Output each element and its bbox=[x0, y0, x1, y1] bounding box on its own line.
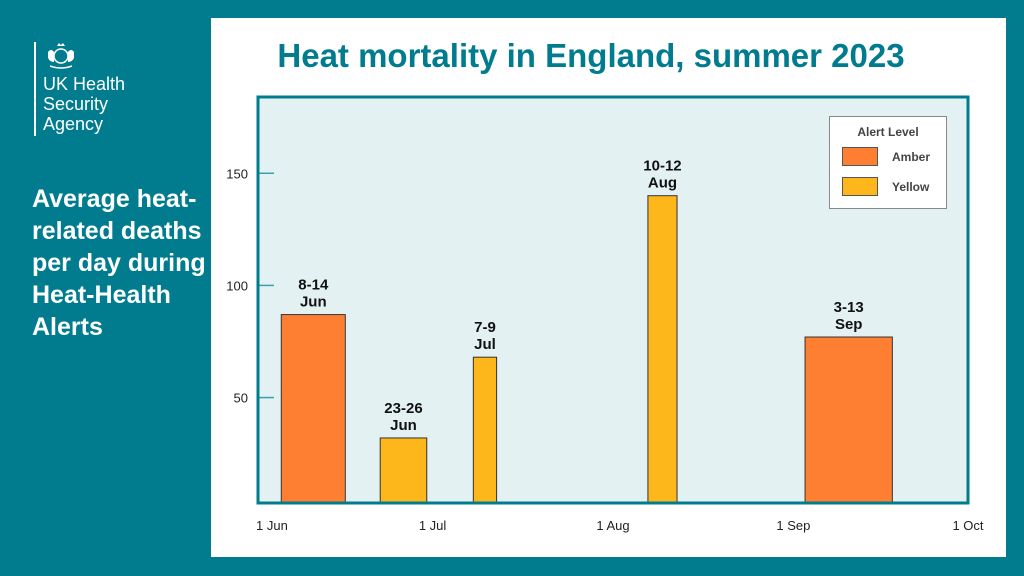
bar-label: 3-13 bbox=[834, 299, 864, 316]
bar-10-12-aug bbox=[647, 195, 678, 504]
x-tick-label: 1 Jun bbox=[256, 518, 288, 533]
royal-crest-icon bbox=[48, 43, 74, 69]
x-tick-label: 1 Aug bbox=[596, 518, 629, 533]
logo-divider bbox=[34, 42, 36, 136]
bar-label: 8-14 bbox=[298, 277, 329, 294]
bar-label: Jun bbox=[390, 417, 417, 434]
legend-label-amber: Amber bbox=[892, 150, 931, 164]
plot-frame bbox=[256, 95, 970, 505]
bar-label: Jul bbox=[474, 336, 496, 353]
bar-label: 23-26 bbox=[384, 400, 422, 417]
legend-title: Alert Level bbox=[857, 125, 919, 139]
y-tick-label: 150 bbox=[226, 166, 248, 181]
x-tick-label: 1 Jul bbox=[419, 518, 447, 533]
bar-3-13-sep bbox=[804, 336, 893, 504]
bar-label: 7-9 bbox=[474, 319, 496, 336]
bar-label: Jun bbox=[300, 294, 327, 311]
x-tick-label: 1 Sep bbox=[776, 518, 810, 533]
chart-title: Heat mortality in England, summer 2023 bbox=[277, 37, 905, 74]
y-tick-label: 100 bbox=[226, 278, 248, 293]
bar-label: Aug bbox=[648, 175, 677, 192]
org-name: UK Health Security Agency bbox=[43, 74, 126, 134]
bar-8-14-jun bbox=[280, 314, 346, 504]
y-tick-label: 50 bbox=[234, 391, 248, 406]
legend-swatch-yellow bbox=[842, 177, 878, 196]
bar-label: Sep bbox=[835, 316, 863, 333]
x-tick-label: 1 Oct bbox=[952, 518, 983, 533]
bar-23-26-jun bbox=[379, 437, 428, 504]
bar-7-9-jul bbox=[472, 356, 498, 504]
legend-label-yellow: Yellow bbox=[892, 180, 930, 194]
bar-label: 10-12 bbox=[643, 158, 681, 175]
legend: Alert Level Amber Yellow bbox=[829, 116, 947, 209]
legend-swatch-amber bbox=[842, 147, 878, 166]
chart-subtitle: Average heat-related deaths per day duri… bbox=[32, 185, 206, 341]
